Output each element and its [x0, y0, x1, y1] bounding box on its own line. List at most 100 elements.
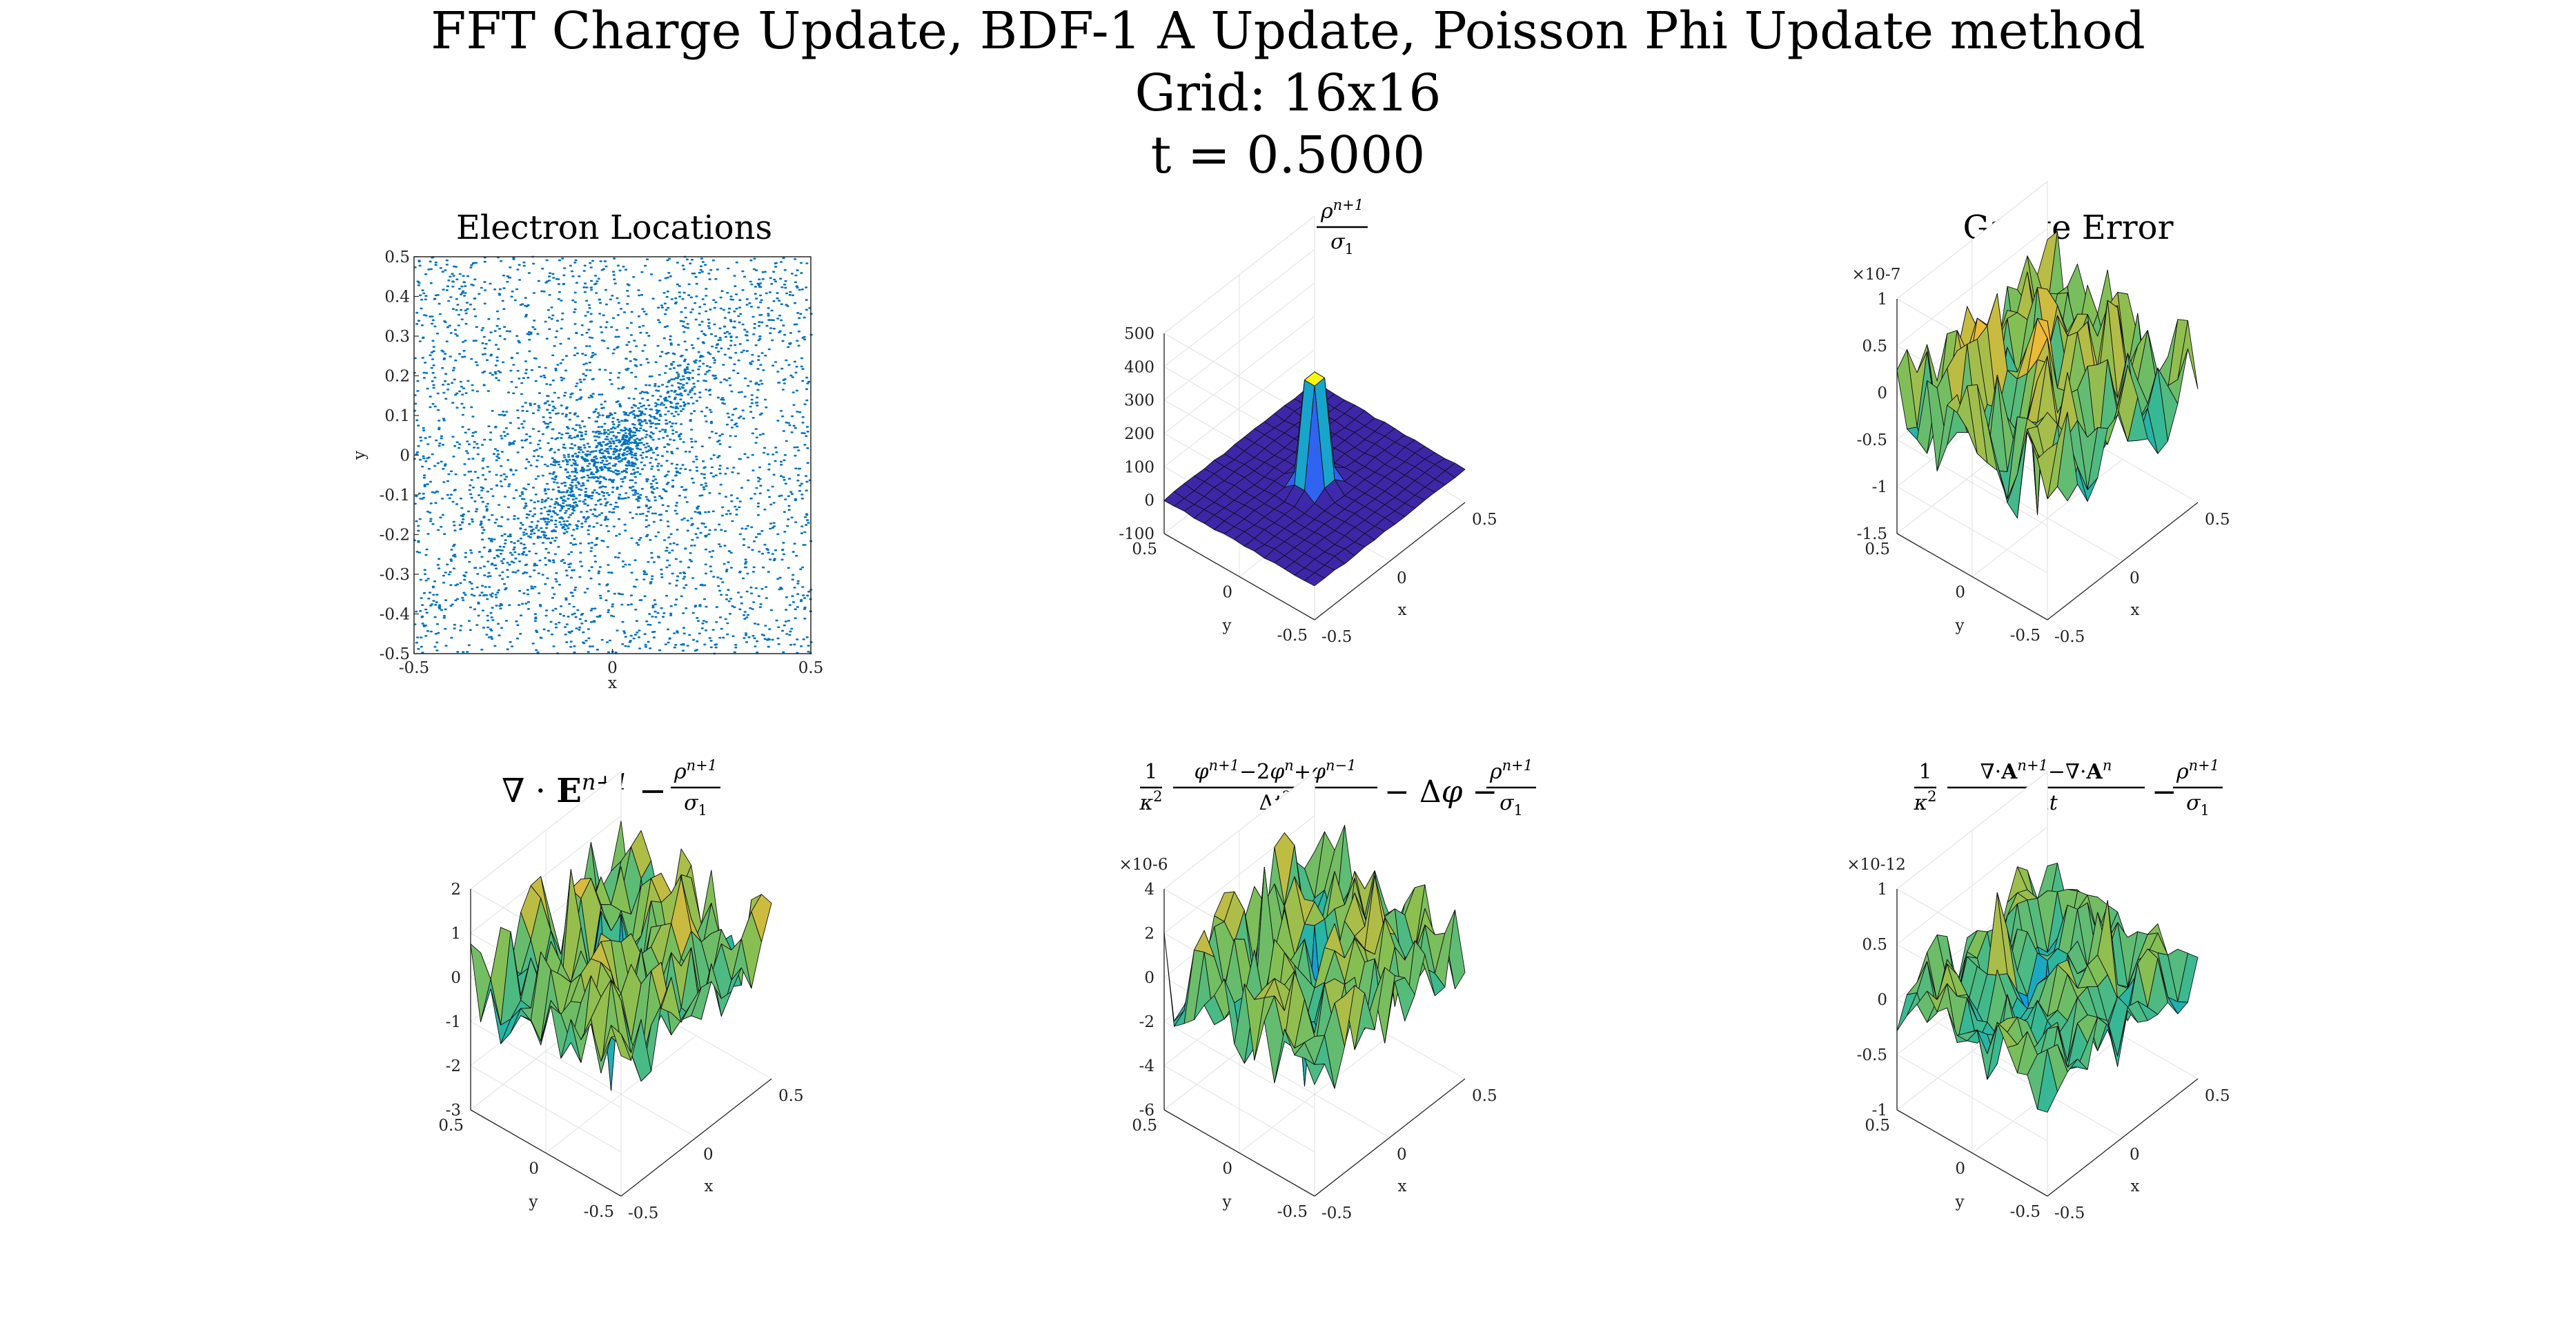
panel-title-electron-locations: Electron Locations — [456, 208, 772, 247]
y-axis-line — [1896, 1109, 2048, 1197]
z-tick-label: -1 — [1872, 478, 1887, 496]
y-gridline-floor — [1239, 1035, 1390, 1153]
electron-point-cloud — [413, 255, 813, 655]
x-tick-label: 0 — [703, 1146, 714, 1164]
figure-title: FFT Charge Update, BDF-1 A Update, Poiss… — [0, 0, 2576, 186]
y-tick-label: 0 — [400, 447, 410, 465]
title-sigma-denominator-4: σ1 — [2186, 791, 2210, 819]
x-tick-label: -0.5 — [628, 1204, 658, 1222]
x-tick-label: -0.5 — [1321, 1204, 1352, 1222]
y-tick-label: 0 — [1955, 1160, 1965, 1178]
y-tick-label: 0 — [1222, 1160, 1232, 1178]
panel-gauge-error-surface: -0.500.5-0.500.5-1.5-1-0.500.51×10-7xy — [1852, 180, 2230, 646]
x-tick-label: 0 — [1397, 1146, 1407, 1164]
y-tick-label: 0.5 — [1132, 1117, 1157, 1135]
z-tick-label: -2 — [1139, 1013, 1154, 1031]
y-tick-label: -0.5 — [584, 1203, 614, 1221]
z-exponent-label: ×10-12 — [1847, 856, 1906, 874]
z-tick-label: 200 — [1124, 425, 1154, 443]
x-tick-label: -0.5 — [2054, 1204, 2085, 1222]
x-tick-label: 0 — [2130, 1146, 2140, 1164]
z-tick-label: 1 — [451, 925, 461, 943]
y-tick-label: -0.5 — [2010, 627, 2041, 645]
figure-title-line-1: FFT Charge Update, BDF-1 A Update, Poiss… — [431, 1, 2145, 61]
z-tick-label: -2 — [446, 1057, 461, 1075]
surface-face — [1304, 572, 1325, 587]
y-tick-label: -0.3 — [380, 566, 410, 584]
z-tick-label: -0.5 — [1857, 1046, 1887, 1064]
title-kappa: κ2 — [1139, 788, 1162, 815]
x-tick-label: -0.5 — [399, 659, 429, 677]
x-axis-line — [2047, 1078, 2199, 1197]
z-tick-label: 0 — [1144, 969, 1154, 987]
y-axis-label: y — [529, 1193, 538, 1211]
y-tick-label: 0.5 — [1865, 540, 1890, 558]
y-tick-label: 0.4 — [384, 289, 410, 306]
x-axis-label: x — [608, 674, 617, 692]
z-tick-label: 4 — [1144, 881, 1154, 899]
title-sigma-denominator-3: σ1 — [1500, 791, 1523, 819]
panel-title-phi-wave-residual: 1 κ2 φn+1−2φn+φn−1 Δt2 − Δφ − ρn+1 σ1 — [1139, 757, 1536, 819]
y-tick-label: -0.5 — [2010, 1203, 2041, 1221]
x-axis-label: x — [705, 1177, 714, 1195]
title-phi-numerator: φn+1−2φn+φn−1 — [1194, 757, 1357, 784]
z-tick-label: -0.5 — [1857, 431, 1887, 449]
x-tick-label: 0 — [1397, 569, 1407, 587]
x-tick-label: -0.5 — [1321, 628, 1352, 646]
x-tick-label: 0 — [2130, 569, 2140, 587]
z-tick-label: -1 — [446, 1013, 461, 1031]
z-tick-label: 0 — [1877, 991, 1887, 1009]
z-tick-label: -1 — [1872, 1102, 1887, 1120]
y-axis-line — [1896, 533, 2048, 620]
x-axis-line — [620, 1078, 772, 1197]
y-tick-label: 0 — [1222, 584, 1232, 602]
x-tick-label: 0.5 — [1472, 511, 1497, 529]
y-gridline-floor — [1972, 459, 2123, 577]
z-tick-label: 0.5 — [1862, 936, 1887, 954]
z-tick-label: 300 — [1124, 392, 1154, 410]
figure-title-line-2: Grid: 16x16 — [1134, 63, 1442, 123]
y-tick-label: 0.3 — [384, 328, 410, 346]
y-axis-label: y — [1955, 1193, 1965, 1211]
z-tick-label: -1.5 — [1857, 525, 1887, 543]
panel-title-div-e-residual: ∇ · En+1 − ρn+1 σ1 — [502, 757, 720, 819]
x-tick-label: 0.5 — [798, 659, 824, 677]
panel-electron-locations: Electron Locations -0.5 0 0.5 -0.5 -0.4 -0.3 -… — [351, 208, 823, 692]
title-rho-numerator-3: ρn+1 — [1489, 757, 1533, 784]
title-div-e-text: ∇ · En+1 − — [502, 769, 667, 810]
y-tick-label: -0.5 — [380, 645, 410, 663]
title-rho-numerator: ρn+1 — [1320, 197, 1364, 224]
y-gridline-floor — [545, 1035, 697, 1153]
y-axis-line — [1163, 533, 1315, 620]
z-tick-label: -6 — [1139, 1102, 1154, 1120]
x-axis-line — [1314, 1078, 1466, 1197]
y-axis-line — [470, 1109, 622, 1197]
z-tick-label: 400 — [1124, 358, 1154, 376]
y-axis-label: y — [351, 451, 368, 460]
y-tick-label: -0.4 — [380, 606, 410, 624]
z-tick-label: -3 — [446, 1102, 461, 1120]
z-tick-label: 0.5 — [1862, 338, 1887, 355]
z-tick-label: 0 — [1877, 384, 1887, 402]
y-tick-label: -0.1 — [380, 487, 410, 505]
z-tick-label: 1 — [1877, 881, 1887, 899]
x-axis-label: x — [2131, 601, 2140, 619]
z-tick-label: 1 — [1877, 291, 1887, 309]
y-axis-label: y — [1222, 1193, 1232, 1211]
z-exponent-label: ×10-7 — [1852, 266, 1901, 284]
title-sigma-denominator-2: σ1 — [684, 791, 707, 819]
title-laplacian-text: − Δφ − — [1384, 774, 1497, 810]
z-tick-label: 500 — [1124, 325, 1154, 343]
title-rho-numerator-2: ρn+1 — [674, 757, 717, 784]
y-tick-label: 0.5 — [1865, 1117, 1890, 1135]
y-tick-label: 0.2 — [384, 368, 410, 386]
surface-face — [2037, 1049, 2058, 1113]
x-tick-label: 0 — [607, 659, 618, 677]
z-tick-label: 0 — [1144, 492, 1154, 510]
title-one: 1 — [1144, 760, 1157, 784]
title-minus: − — [2152, 774, 2177, 810]
